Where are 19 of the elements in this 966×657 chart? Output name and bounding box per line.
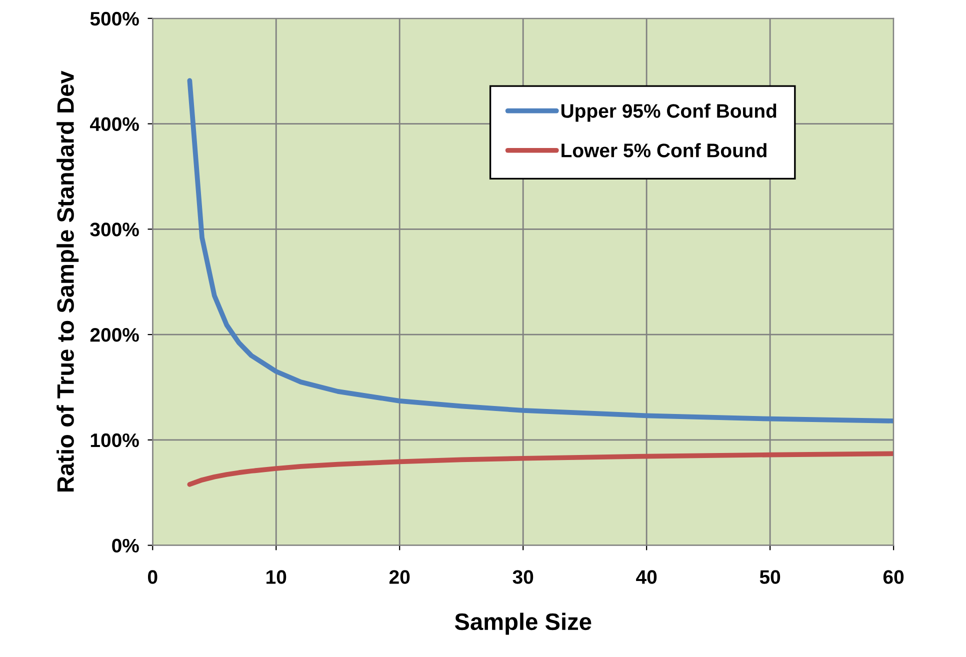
y-tick-label: 200% bbox=[90, 328, 139, 342]
x-tick-label: 40 bbox=[636, 570, 657, 584]
x-tick-label: 30 bbox=[512, 570, 534, 584]
y-tick-label: 0% bbox=[112, 538, 139, 553]
line-series bbox=[187, 78, 894, 424]
x-tick-label: 10 bbox=[266, 570, 286, 584]
x-tick-label: 50 bbox=[760, 570, 780, 584]
x-tick-label: 20 bbox=[389, 570, 410, 584]
x-tick-label: 60 bbox=[883, 570, 904, 584]
y-tick-label: 100% bbox=[90, 433, 139, 448]
legend-label: Lower 5% Conf Bound bbox=[562, 143, 766, 158]
x-tick-label: 0 bbox=[148, 570, 158, 584]
x-axis-title: Sample Size bbox=[454, 612, 592, 635]
legend-label: Upper 95% Conf Bound bbox=[561, 104, 776, 122]
y-tick-label: 400% bbox=[90, 117, 139, 132]
y-tick-label: 300% bbox=[90, 222, 139, 236]
y-axis-title: Ratio of True to Sample Standard Dev bbox=[56, 70, 79, 492]
line-series bbox=[187, 451, 894, 487]
y-tick-label: 500% bbox=[90, 12, 139, 26]
